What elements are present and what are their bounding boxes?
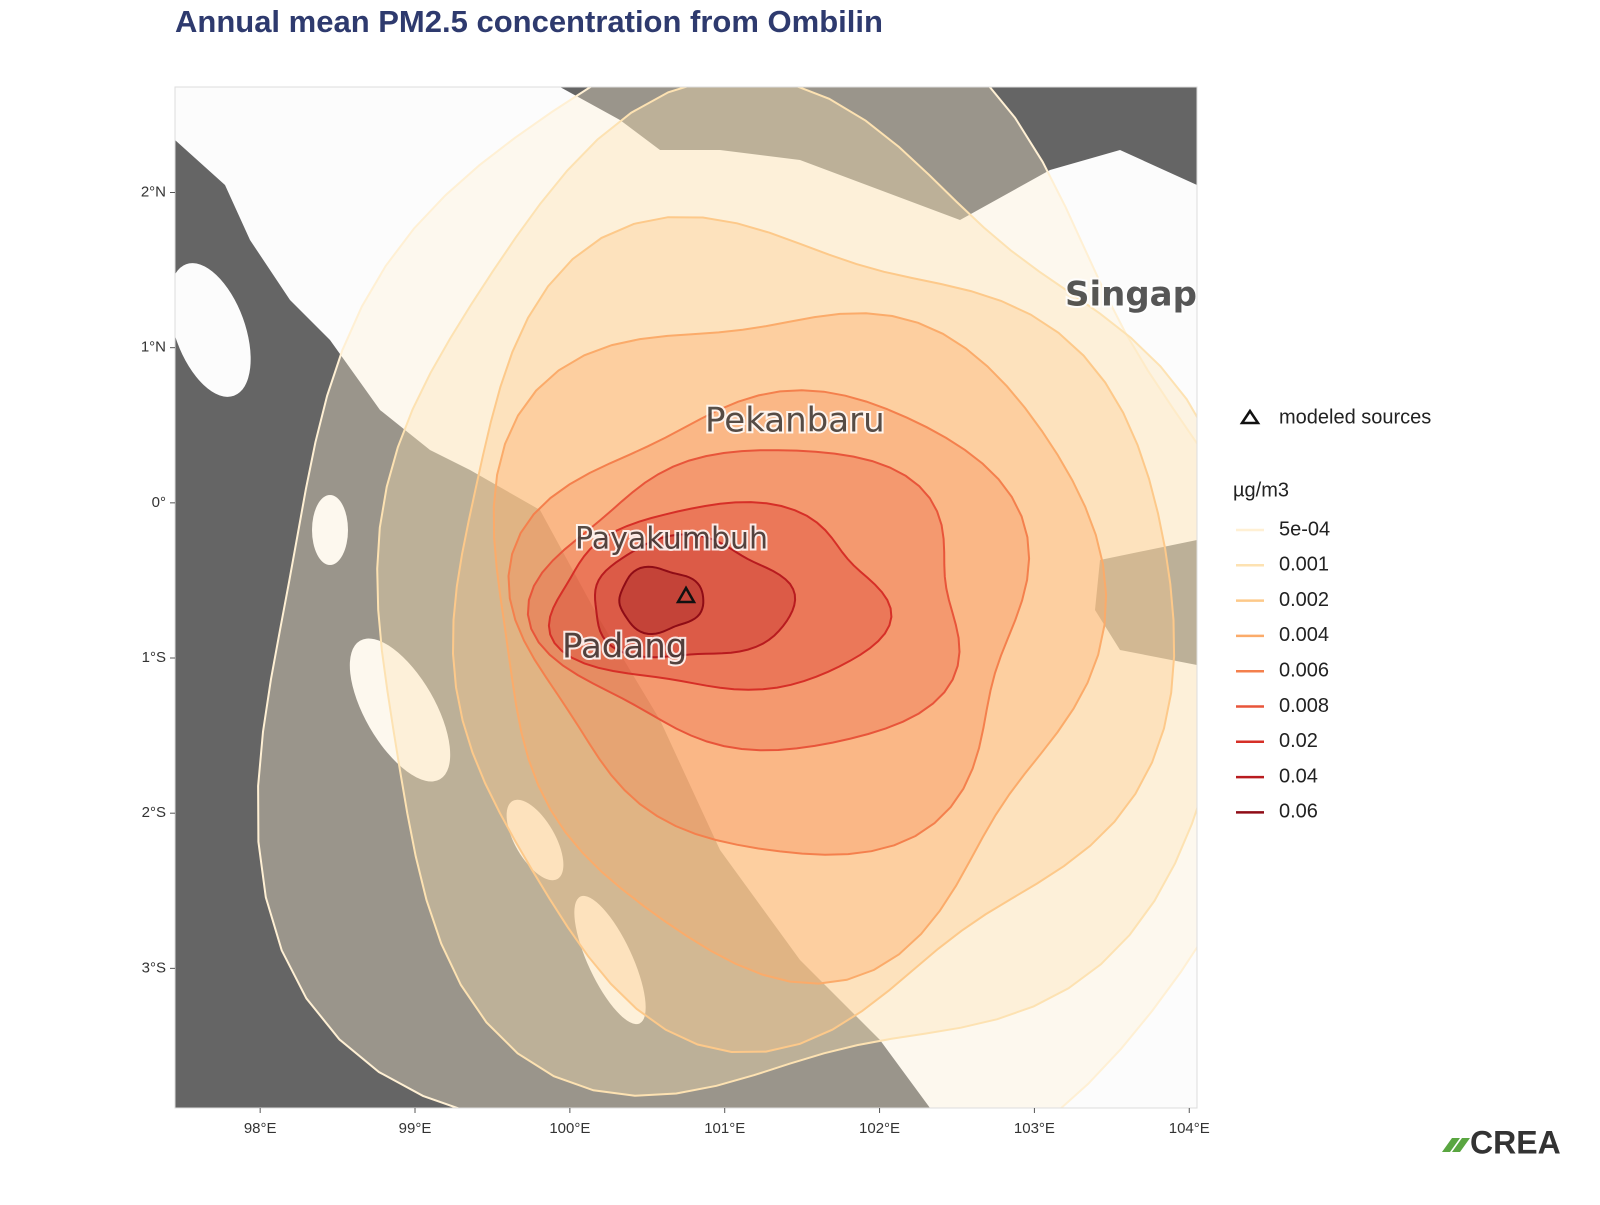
contour [547, 501, 893, 691]
legend-symbol [1239, 408, 1261, 425]
x-tick-label: 104°E [1169, 1120, 1210, 1137]
island [312, 495, 348, 565]
contour [451, 216, 1176, 1054]
legend-label: 0.006 [1279, 659, 1329, 681]
legend-label: 0.02 [1279, 730, 1318, 752]
legend: modeled sources µg/m3 5e-04 0.001 0.002 0.0… [1233, 406, 1431, 822]
x-tick-label: 98°E [244, 1120, 277, 1137]
map: Pekanbaru Payakumbuh Padang Singapore [175, 87, 1260, 1108]
contour [376, 87, 1197, 1097]
y-tick-label: 1°N [141, 339, 166, 356]
legend-label: 0.002 [1279, 589, 1329, 611]
legend-label: 0.06 [1279, 801, 1318, 823]
city-label: Padang [562, 627, 687, 667]
x-tick-label: 101°E [704, 1120, 745, 1137]
legend-title: µg/m3 [1233, 479, 1289, 501]
legend-label: 0.008 [1279, 695, 1329, 717]
island [574, 895, 646, 1025]
y-tick-label: 2°N [141, 183, 166, 200]
city-label: Payakumbuh [575, 522, 768, 557]
island [506, 799, 564, 881]
island [175, 263, 251, 397]
logo-text: CREA [1470, 1124, 1561, 1160]
x-tick-label: 103°E [1014, 1120, 1055, 1137]
logo-icon [1442, 1138, 1470, 1152]
y-tick-label: 1°S [142, 649, 166, 666]
x-tick-label: 102°E [859, 1120, 900, 1137]
sea [175, 140, 930, 1108]
city-label: Singapore [1065, 275, 1260, 315]
legend-label: 0.004 [1279, 624, 1329, 646]
contour [507, 389, 1031, 856]
legend-label: 5e-04 [1279, 518, 1330, 540]
x-tick-label: 100°E [549, 1120, 590, 1137]
contours [257, 87, 1197, 1108]
island [349, 638, 451, 782]
source-marker [675, 585, 697, 604]
legend-label: 0.04 [1279, 765, 1318, 787]
city-label: Pekanbaru [705, 401, 885, 441]
x-tick-label: 99°E [399, 1120, 432, 1137]
sea [560, 87, 1197, 220]
contour [618, 565, 705, 636]
contour [593, 533, 797, 659]
axes: 98°E 99°E 100°E 101°E 102°E 103°E 104°E 2°N 1°N 0… [141, 183, 1210, 1136]
logo: CREA [1442, 1124, 1561, 1160]
y-tick-label: 0° [152, 494, 166, 511]
chart-title: Annual mean PM2.5 concentration from Omb… [175, 4, 883, 39]
legend-label: 0.001 [1279, 554, 1329, 576]
legend-label: modeled sources [1279, 406, 1431, 428]
y-tick-label: 3°S [142, 959, 166, 976]
map-frame [174, 86, 1198, 1109]
contour [257, 87, 1197, 1108]
y-tick-label: 2°S [142, 804, 166, 821]
sea [1095, 540, 1197, 665]
